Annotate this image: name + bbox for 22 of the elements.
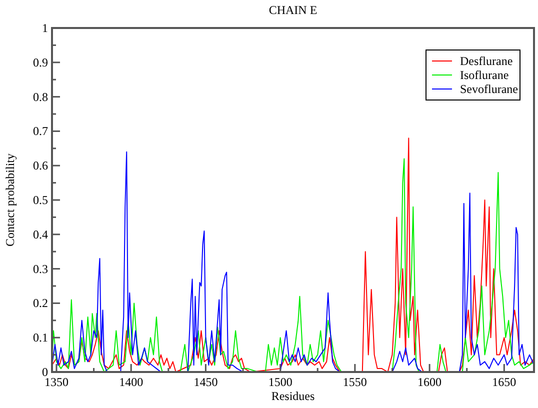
x-tick-label: 1450	[194, 375, 218, 389]
y-tick-label: 0.1	[33, 330, 48, 345]
x-axis-title: Residues	[271, 389, 315, 403]
y-axis-title: Contact probability	[3, 154, 17, 246]
x-tick-label: 1550	[342, 375, 367, 389]
y-tick-label: 0.2	[33, 296, 48, 310]
y-tick-label: 0.9	[33, 55, 48, 70]
x-tick-label: 1600	[418, 375, 442, 389]
legend-label: Desflurane	[460, 54, 513, 68]
y-tick-label: 1	[42, 21, 48, 35]
y-tick-label: 0.5	[33, 193, 48, 207]
y-tick-label: 0.4	[33, 227, 48, 242]
legend-label: Sevoflurane	[460, 82, 518, 96]
y-tick-label: 0.6	[33, 158, 48, 173]
y-tick-label: 0.7	[33, 124, 48, 138]
y-tick-label: 0.8	[33, 90, 48, 104]
y-tick-label: 0.3	[33, 262, 48, 276]
x-tick-label: 1500	[268, 375, 292, 389]
legend-label: Isoflurane	[460, 68, 509, 82]
chart-title: CHAIN E	[268, 3, 318, 17]
x-tick-label: 1650	[492, 375, 516, 389]
x-tick-label: 1400	[119, 375, 144, 389]
